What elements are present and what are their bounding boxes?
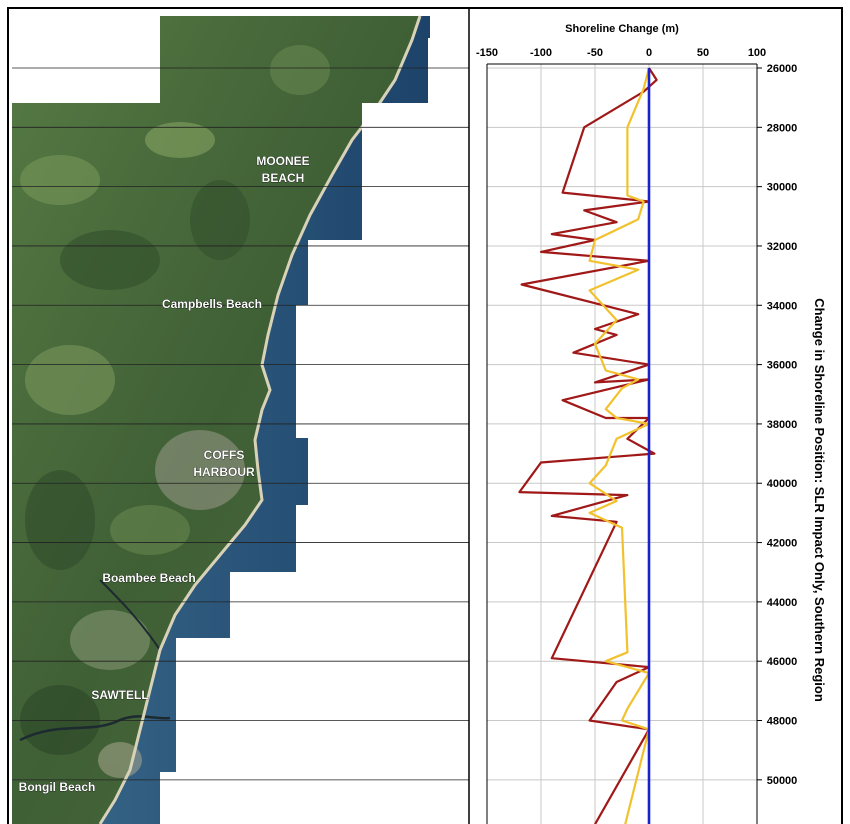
map-labels: MOONEE BEACH Campbells Beach COFFS HARBO… <box>18 154 310 795</box>
x-tick-label: 100 <box>748 47 766 59</box>
y-tick-label: 40000 <box>767 478 798 490</box>
no-data-right <box>160 16 468 824</box>
chart-title: Shoreline Change (m) <box>565 23 679 35</box>
x-tick-label: -150 <box>476 47 498 59</box>
map-label-moonee-line1: MOONEE <box>256 154 309 168</box>
river <box>99 579 161 651</box>
map-label-sawtell: SAWTELL <box>91 688 148 702</box>
x-tick-label: -100 <box>530 47 552 59</box>
map-label-bongil: Bongil Beach <box>19 780 96 794</box>
y-tick-label: 26000 <box>767 63 798 75</box>
grid-lines <box>486 64 758 824</box>
y-tick-label: 46000 <box>767 656 798 668</box>
data-series <box>518 67 658 824</box>
series-line-yellow <box>588 67 651 824</box>
y-tick-label: 48000 <box>767 716 798 728</box>
map-label-coffs-line2: HARBOUR <box>193 465 255 479</box>
series-line-red <box>518 67 658 824</box>
y-tick-label: 28000 <box>767 122 798 134</box>
y-tick-label: 38000 <box>767 419 798 431</box>
map-reference-lines <box>12 67 469 781</box>
map-label-boambee: Boambee Beach <box>102 571 195 585</box>
river <box>19 715 171 742</box>
y-tick-label: 42000 <box>767 538 798 550</box>
y-tick-label: 44000 <box>767 597 798 609</box>
map-label-moonee-line2: BEACH <box>262 171 305 185</box>
x-tick-label: 0 <box>646 47 652 59</box>
y-axis-label: Change in Shoreline Position: SLR Impact… <box>812 298 827 702</box>
beach-strip <box>98 15 422 824</box>
y-tick-label: 36000 <box>767 360 798 372</box>
no-data-block <box>12 16 160 103</box>
y-tick-label: 34000 <box>767 300 798 312</box>
y-tick-label: 50000 <box>767 775 798 787</box>
page-frame <box>7 7 843 824</box>
x-tick-label: 50 <box>697 47 709 59</box>
map-label-campbells: Campbells Beach <box>162 297 262 311</box>
y-tick-label: 32000 <box>767 241 798 253</box>
x-tick-label: -50 <box>587 47 603 59</box>
map-label-coffs-line1: COFFS <box>204 448 245 462</box>
y-tick-label: 30000 <box>767 182 798 194</box>
